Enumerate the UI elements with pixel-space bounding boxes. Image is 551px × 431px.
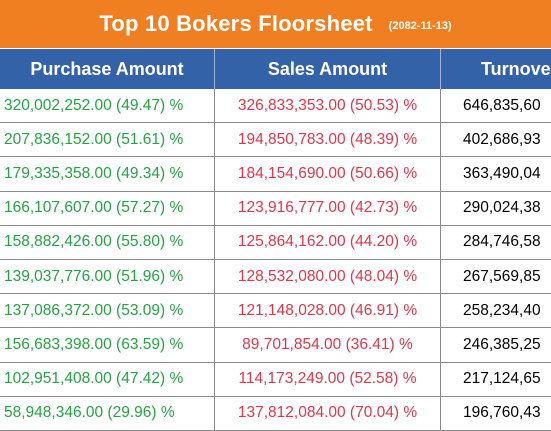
turnover-cell: 646,835,60 [441, 89, 551, 124]
table-row: 320,002,252.00 (49.47) % 326,833,353.00 … [0, 89, 551, 124]
sales-cell: 326,833,353.00 (50.53) % [215, 89, 441, 124]
date-label: (2082-11-13) [388, 20, 452, 32]
purchase-cell: 102,951,408.00 (47.42) % [0, 362, 215, 397]
column-header-sales: Sales Amount [215, 49, 441, 89]
table-body: 320,002,252.00 (49.47) % 326,833,353.00 … [0, 89, 551, 431]
table-row: 102,951,408.00 (47.42) % 114,173,249.00 … [0, 362, 551, 397]
sales-cell: 89,701,854.00 (36.41) % [215, 328, 441, 363]
table-row: 58,948,346.00 (29.96) % 137,812,084.00 (… [0, 396, 551, 431]
column-header-purchase: Purchase Amount [0, 49, 215, 89]
purchase-cell: 158,882,426.00 (55.80) % [0, 225, 215, 260]
turnover-cell: 196,760,43 [441, 397, 551, 431]
turnover-cell: 258,234,40 [441, 294, 551, 329]
turnover-cell: 284,746,58 [441, 226, 551, 260]
page-title: Top 10 Bokers Floorsheet [99, 11, 373, 36]
table-row: 166,107,607.00 (57.27) % 123,916,777.00 … [0, 191, 551, 226]
turnover-cell: 246,385,25 [441, 328, 551, 363]
sales-cell: 123,916,777.00 (42.73) % [215, 191, 441, 226]
turnover-cell: 402,686,93 [441, 123, 551, 158]
purchase-cell: 58,948,346.00 (29.96) % [0, 396, 215, 431]
purchase-cell: 320,002,252.00 (49.47) % [0, 89, 215, 124]
turnover-cell: 363,490,04 [441, 157, 551, 192]
turnover-cell: 217,124,65 [441, 363, 551, 397]
sales-cell: 137,812,084.00 (70.04) % [215, 396, 441, 431]
sales-cell: 184,154,690.00 (50.66) % [215, 157, 441, 192]
table-row: 207,836,152.00 (51.61) % 194,850,783.00 … [0, 123, 551, 158]
purchase-cell: 139,037,776.00 (51.96) % [0, 259, 215, 295]
purchase-cell: 156,683,398.00 (63.59) % [0, 328, 215, 363]
purchase-cell: 179,335,358.00 (49.34) % [0, 157, 215, 192]
turnover-cell: 267,569,85 [441, 260, 551, 295]
table-row: 158,882,426.00 (55.80) % 125,864,162.00 … [0, 225, 551, 260]
banner-divider [0, 48, 551, 49]
sales-cell: 114,173,249.00 (52.58) % [215, 362, 441, 397]
title-banner: Top 10 Bokers Floorsheet (2082-11-13) [0, 0, 551, 48]
purchase-cell: 137,086,372.00 (53.09) % [0, 294, 215, 329]
sales-cell: 194,850,783.00 (48.39) % [215, 123, 441, 158]
table-row: 156,683,398.00 (63.59) % 89,701,854.00 (… [0, 328, 551, 363]
sales-cell: 121,148,028.00 (46.91) % [215, 294, 441, 329]
sales-cell: 128,532,080.00 (48.04) % [215, 259, 441, 295]
column-header-turnover: Turnove [441, 49, 551, 89]
purchase-cell: 166,107,607.00 (57.27) % [0, 191, 215, 226]
turnover-cell: 290,024,38 [441, 192, 551, 226]
sales-cell: 125,864,162.00 (44.20) % [215, 225, 441, 260]
purchase-cell: 207,836,152.00 (51.61) % [0, 123, 215, 158]
table-row: 139,037,776.00 (51.96) % 128,532,080.00 … [0, 259, 551, 295]
table-row: 137,086,372.00 (53.09) % 121,148,028.00 … [0, 294, 551, 329]
table-row: 179,335,358.00 (49.34) % 184,154,690.00 … [0, 157, 551, 192]
